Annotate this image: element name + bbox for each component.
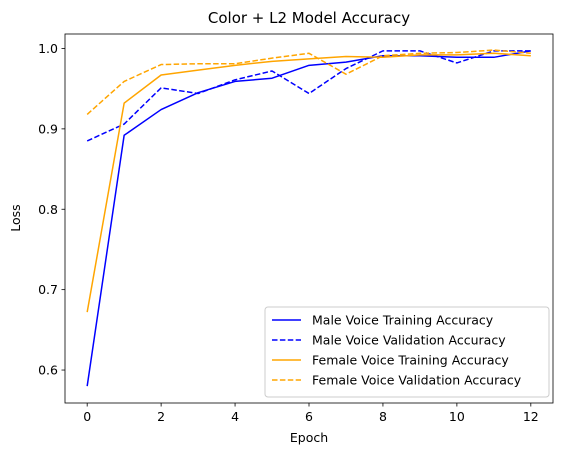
series-layer (86, 49, 531, 387)
x-tick-label-6: 12 (523, 409, 539, 424)
legend-label-1: Male Voice Validation Accuracy (312, 333, 506, 348)
series-line-1 (86, 50, 531, 142)
y-axis-label: Loss (8, 204, 23, 231)
legend: Male Voice Training Accuracy Male Voice V… (264, 306, 550, 398)
legend-label-0: Male Voice Training Accuracy (312, 313, 494, 328)
x-tick-label-2: 4 (231, 409, 239, 424)
series-line-0 (86, 50, 531, 387)
series-line-2 (86, 52, 531, 313)
x-tick-label-0: 0 (83, 409, 91, 424)
legend-label-3: Female Voice Validation Accuracy (312, 373, 522, 388)
legend-label-2: Female Voice Training Accuracy (312, 353, 509, 368)
x-axis-label: Epoch (290, 430, 328, 445)
y-axis: 0.6 0.7 0.8 0.9 1.0 (38, 41, 65, 378)
x-axis: 0 2 4 6 8 10 12 (83, 403, 539, 424)
y-tick-label-4: 1.0 (38, 41, 58, 56)
legend-box (264, 306, 550, 398)
y-tick-label-0: 0.6 (38, 363, 58, 378)
y-tick-label-1: 0.7 (38, 282, 58, 297)
x-tick-label-3: 6 (305, 409, 313, 424)
y-tick-label-3: 0.9 (38, 121, 58, 136)
chart-title: Color + L2 Model Accuracy (208, 9, 410, 27)
x-tick-label-1: 2 (157, 409, 165, 424)
x-tick-label-4: 8 (379, 409, 387, 424)
series-line-3 (86, 49, 531, 115)
y-tick-label-2: 0.8 (38, 202, 58, 217)
x-tick-label-5: 10 (449, 409, 465, 424)
